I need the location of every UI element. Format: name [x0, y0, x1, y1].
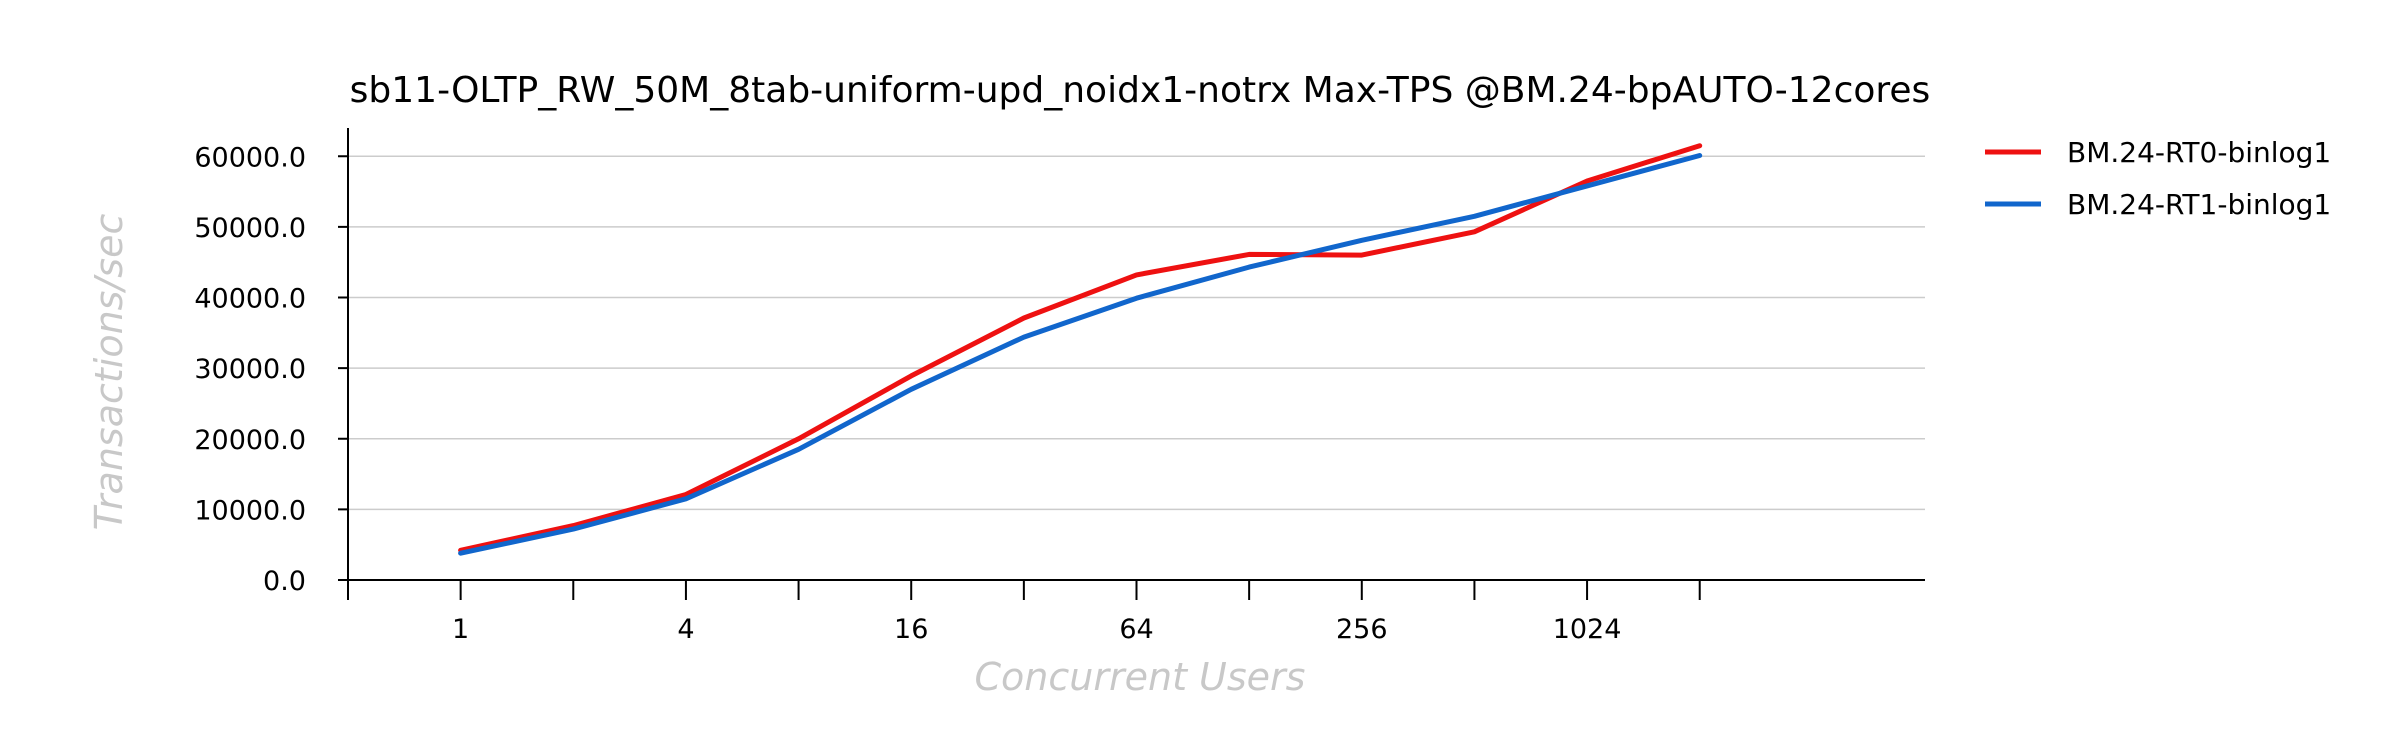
x-axis-title: Concurrent Users [975, 655, 1306, 699]
series-line-1 [458, 143, 1703, 553]
axes [338, 128, 1925, 600]
tick-labels: 0.0 10000.0 20000.0 30000.0 40000.0 50000.0 60… [194, 142, 1621, 645]
y-tick-label: 50000.0 [194, 213, 306, 244]
legend: BM.24-RT0-binlog1 BM.24-RT1-binlog1 [1985, 136, 2331, 221]
x-tick-label: 64 [1119, 614, 1153, 645]
y-axis-title: Transactions/sec [87, 214, 131, 531]
y-tick-label: 40000.0 [194, 284, 306, 315]
series-lines [458, 143, 1703, 556]
y-tick-label: 0.0 [263, 566, 306, 597]
chart-title: sb11-OLTP_RW_50M_8tab-uniform-upd_noidx1… [350, 70, 1931, 111]
y-tick-label: 60000.0 [194, 142, 306, 173]
gridlines [348, 155, 1925, 511]
x-tick-label: 256 [1336, 614, 1388, 645]
x-tick-label: 4 [677, 614, 694, 645]
series-line-2 [458, 153, 1703, 556]
legend-label: BM.24-RT0-binlog1 [2067, 136, 2331, 169]
x-tick-label: 1 [452, 614, 469, 645]
x-tick-label: 16 [894, 614, 928, 645]
legend-label: BM.24-RT1-binlog1 [2067, 188, 2331, 221]
y-tick-label: 30000.0 [194, 354, 306, 385]
y-tick-label: 10000.0 [194, 495, 306, 526]
x-tick-label: 1024 [1553, 614, 1622, 645]
y-tick-label: 20000.0 [194, 425, 306, 456]
